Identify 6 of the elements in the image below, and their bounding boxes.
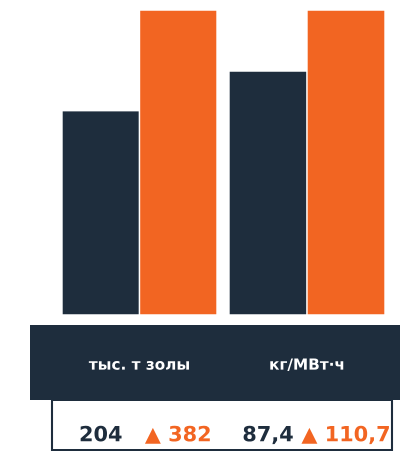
text: ▲ 110,7 (301, 426, 389, 444)
text: ▲ 382 (144, 426, 210, 444)
text: 204 (80, 426, 122, 442)
x-axis-title: кг/МВт·ч (270, 358, 344, 372)
text: 87,4 (244, 426, 293, 444)
x-axis-title: тыс. т золы (88, 361, 189, 370)
